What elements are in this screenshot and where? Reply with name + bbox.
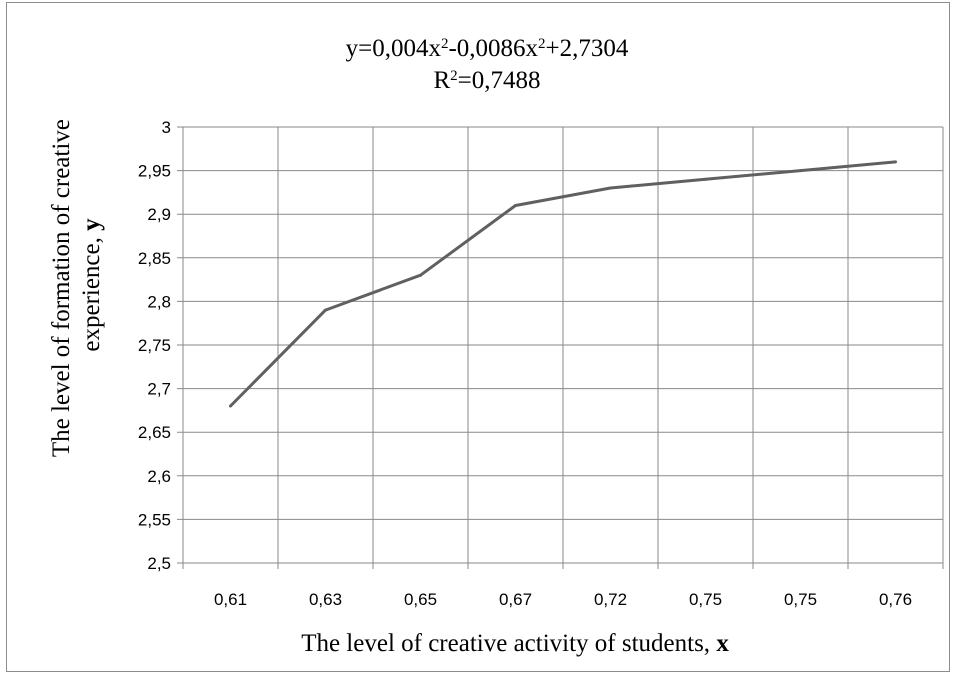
data-point — [609, 186, 612, 190]
y-tick-label: 2,5 — [147, 554, 171, 573]
data-point — [324, 308, 327, 312]
y-axis-label: The level of formation of creative exper… — [48, 113, 105, 457]
y-tick-label: 2,65 — [138, 423, 171, 442]
y-tick-label: 2,85 — [138, 249, 171, 268]
data-point — [704, 177, 707, 181]
chart-title-r-squared: R2=0,7488 — [433, 67, 540, 94]
x-axis-ticks: 0,61 0,63 0,65 0,67 0,72 0,75 0,75 0,76 — [214, 590, 912, 609]
chart-frame: y=0,004x2-0,0086x2+2,7304 R2=0,7488 2,5 2… — [6, 2, 950, 672]
y-tick-label: 2,7 — [147, 380, 171, 399]
data-point — [894, 160, 897, 164]
x-tick-label: 0,75 — [784, 590, 817, 609]
x-tick-label: 0,61 — [214, 590, 247, 609]
data-point — [229, 404, 232, 408]
x-tick-label: 0,63 — [309, 590, 342, 609]
x-tick-label: 0,75 — [689, 590, 722, 609]
x-tick-label: 0,65 — [404, 590, 437, 609]
x-tick-label: 0,72 — [594, 590, 627, 609]
line-chart: y=0,004x2-0,0086x2+2,7304 R2=0,7488 2,52… — [48, 35, 944, 657]
series-line — [229, 160, 896, 408]
x-axis-label: The level of creative activity of studen… — [301, 630, 729, 657]
y-tick-label: 2,75 — [138, 336, 171, 355]
x-tick-label: 0,76 — [879, 590, 912, 609]
y-tick-label: 2,95 — [138, 162, 171, 181]
y-tick-label: 2,9 — [147, 205, 171, 224]
data-point — [419, 273, 422, 277]
data-point — [514, 203, 517, 207]
data-point — [799, 169, 802, 173]
y-tick-label: 3 — [162, 118, 171, 137]
gridlines — [177, 126, 944, 569]
chart-title-equation: y=0,004x2-0,0086x2+2,7304 — [346, 35, 629, 62]
y-tick-label: 2,55 — [138, 510, 171, 529]
y-axis-ticks: 2,5 2,55 2,6 2,65 2,7 2,75 2,8 2,85 2,9 2,95 3 — [138, 118, 171, 573]
data-series — [229, 160, 897, 408]
x-tick-label: 0,67 — [499, 590, 532, 609]
y-tick-label: 2,8 — [147, 292, 171, 311]
y-tick-label: 2,6 — [147, 467, 171, 486]
